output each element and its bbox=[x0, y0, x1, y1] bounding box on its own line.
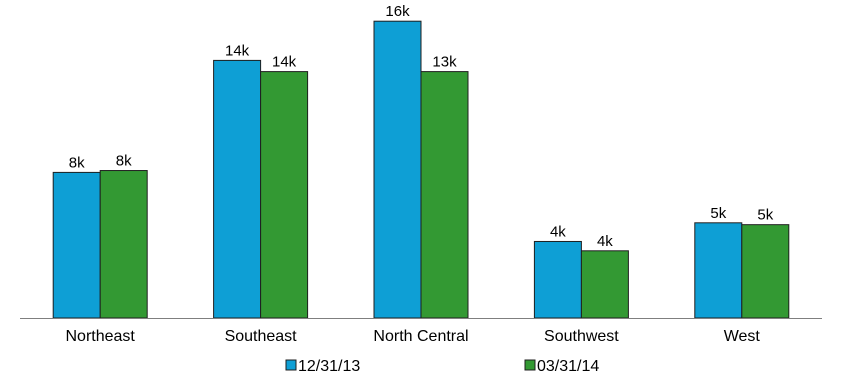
data-label-north-central-series-1: 16k bbox=[385, 3, 410, 20]
bar-west-series-2 bbox=[741, 224, 790, 319]
data-label-northeast-series-2: 8k bbox=[116, 153, 132, 170]
bar-north-central-series-1 bbox=[373, 20, 422, 319]
legend-swatch-series-2 bbox=[524, 359, 536, 371]
bar-west-series-1 bbox=[694, 222, 743, 319]
bar-southwest-series-2 bbox=[580, 250, 629, 319]
category-label-northeast: Northeast bbox=[66, 328, 136, 345]
bar-southeast-series-2 bbox=[260, 71, 309, 319]
data-label-southwest-series-1: 4k bbox=[550, 223, 566, 240]
bar-north-central-series-2 bbox=[420, 71, 469, 319]
data-label-southeast-series-2: 14k bbox=[272, 54, 297, 71]
bar-southwest-series-1 bbox=[533, 240, 582, 319]
data-labels-group: 8k 8k 14k 14k 16k 13k 4k 4k 5k 5k bbox=[69, 3, 774, 250]
data-label-southwest-series-2: 4k bbox=[597, 233, 613, 250]
legend: 12/31/13 03/31/14 bbox=[285, 358, 599, 375]
data-label-west-series-2: 5k bbox=[757, 207, 773, 224]
legend-swatch-series-1 bbox=[285, 359, 297, 371]
data-label-southeast-series-1: 14k bbox=[225, 42, 250, 59]
data-label-west-series-1: 5k bbox=[710, 205, 726, 222]
bar-northeast-series-1 bbox=[52, 171, 101, 319]
category-label-west: West bbox=[724, 328, 761, 345]
category-labels-group: Northeast Southeast North Central Southwest… bbox=[66, 328, 761, 345]
bar-southeast-series-1 bbox=[213, 59, 262, 319]
bar-northeast-series-2 bbox=[99, 170, 148, 319]
data-label-northeast-series-1: 8k bbox=[69, 154, 85, 171]
data-label-north-central-series-2: 13k bbox=[432, 54, 457, 71]
legend-label-series-1: 12/31/13 bbox=[298, 358, 360, 375]
category-label-southwest: Southwest bbox=[544, 328, 619, 345]
bars-group bbox=[52, 20, 790, 319]
category-label-southeast: Southeast bbox=[225, 328, 298, 345]
legend-label-series-2: 03/31/14 bbox=[537, 358, 599, 375]
category-label-north-central: North Central bbox=[373, 328, 468, 345]
